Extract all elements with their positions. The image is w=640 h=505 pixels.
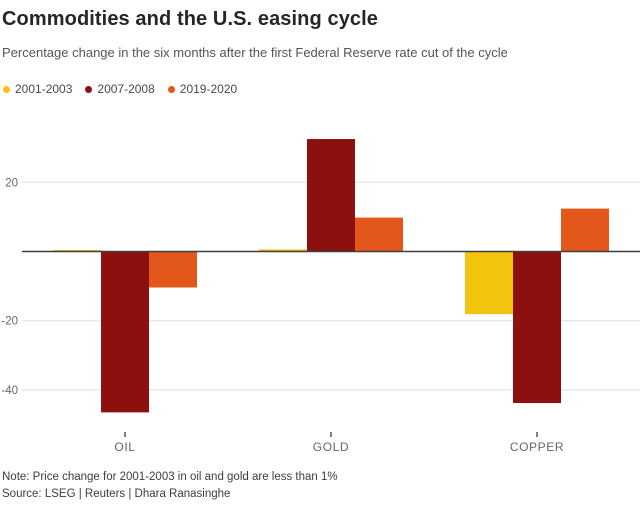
chart-note: Note: Price change for 2001-2003 in oil … <box>2 471 338 483</box>
bar-copper-2007-2008 <box>513 251 561 404</box>
legend-label: 2001-2003 <box>15 82 73 96</box>
chart-subtitle: Percentage change in the six months afte… <box>2 45 508 60</box>
bar-oil-2019-2020 <box>149 251 197 288</box>
y-axis-label: 20 <box>5 177 18 189</box>
legend-label: 2007-2008 <box>97 82 155 96</box>
bar-copper-2019-2020 <box>561 208 609 252</box>
chart-footer: Note: Price change for 2001-2003 in oil … <box>2 469 338 503</box>
bar-gold-2019-2020 <box>355 217 403 252</box>
legend-item-2019-2020: 2019-2020 <box>167 82 238 96</box>
legend-item-2001-2003: 2001-2003 <box>3 82 72 96</box>
y-axis-label: -40 <box>1 385 18 397</box>
bar-copper-2001-2003 <box>465 251 513 315</box>
bar-gold-2001-2003 <box>259 249 307 252</box>
legend-swatch-icon <box>167 85 175 93</box>
category-label: GOLD <box>313 440 349 454</box>
bar-gold-2007-2008 <box>307 139 355 252</box>
category-label: COPPER <box>510 440 564 454</box>
legend-item-2007-2008: 2007-2008 <box>85 82 155 96</box>
category-label: OIL <box>114 440 135 454</box>
legend-label: 2019-2020 <box>179 82 238 96</box>
bar-chart: 20 -20 -40 OIL GOLD COPPER <box>1 139 640 454</box>
page-title: Commodities and the U.S. easing cycle <box>2 8 379 30</box>
chart-header: Commodities and the U.S. easing cycle Pe… <box>0 0 640 61</box>
y-axis-label: -20 <box>1 316 18 328</box>
legend-swatch-icon <box>85 85 93 93</box>
chart-legend: 2001-2003 2007-2008 2019-2020 <box>3 82 237 96</box>
legend-swatch-icon <box>3 85 10 93</box>
chart-source: Source: LSEG | Reuters | Dhara Ranasingh… <box>2 488 231 500</box>
bar-oil-2007-2008 <box>101 251 149 413</box>
